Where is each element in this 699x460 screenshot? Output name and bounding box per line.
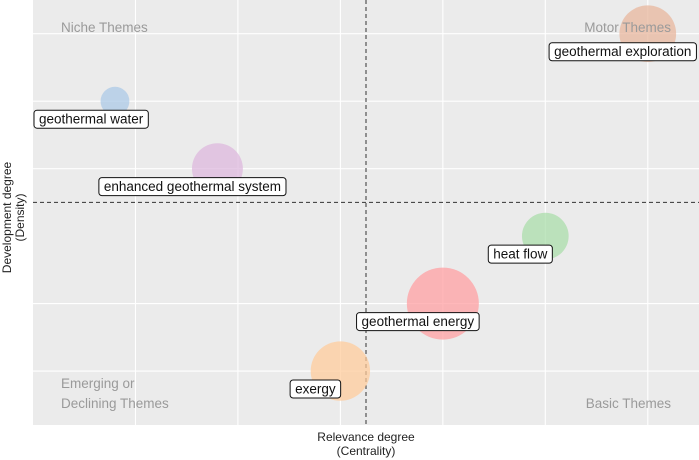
bubble-label: geothermal water xyxy=(39,112,144,127)
bubble-labels: geothermal exploration geothermal water en… xyxy=(33,42,697,399)
quadrant-labels: Niche Themes Motor Themes Emerging or Decli… xyxy=(61,20,671,411)
bubble-label: heat flow xyxy=(493,247,547,262)
axis-titles: Relevance degree (Centrality) Development … xyxy=(0,161,415,458)
bubble-label-box: geothermal water xyxy=(33,109,149,129)
quadrant-label-motor: Motor Themes xyxy=(584,20,671,35)
bubble-label: enhanced geothermal system xyxy=(104,179,281,194)
quadrant-label-niche: Niche Themes xyxy=(61,20,148,35)
bubble-label-box: exergy xyxy=(289,379,342,399)
quadrant-label-emerging: Emerging or Declining Themes xyxy=(61,376,169,411)
bubble-label-box: heat flow xyxy=(487,244,553,264)
bubble-label-frame xyxy=(487,244,553,264)
y-axis-title: Development degree(Density) xyxy=(0,161,27,273)
bubble-label: geothermal exploration xyxy=(554,44,691,59)
bubble-label-frame xyxy=(33,109,149,129)
bubble-label-frame xyxy=(289,379,342,399)
bubble-label-frame xyxy=(548,42,697,62)
quadrant-label-basic: Basic Themes xyxy=(586,396,672,411)
bubble-label-box: enhanced geothermal system xyxy=(98,177,287,197)
bubble-label: geothermal energy xyxy=(362,314,475,329)
bubble-label-frame xyxy=(98,177,287,197)
reference-lines xyxy=(33,0,699,425)
bubble-point xyxy=(100,86,130,116)
bubble-label-frame xyxy=(356,312,480,332)
bubble-label-box: geothermal exploration xyxy=(548,42,697,62)
x-axis-title: Relevance degree (Centrality) xyxy=(317,430,415,458)
bubble-label-box: geothermal energy xyxy=(356,312,480,332)
bubble-label: exergy xyxy=(295,382,336,397)
